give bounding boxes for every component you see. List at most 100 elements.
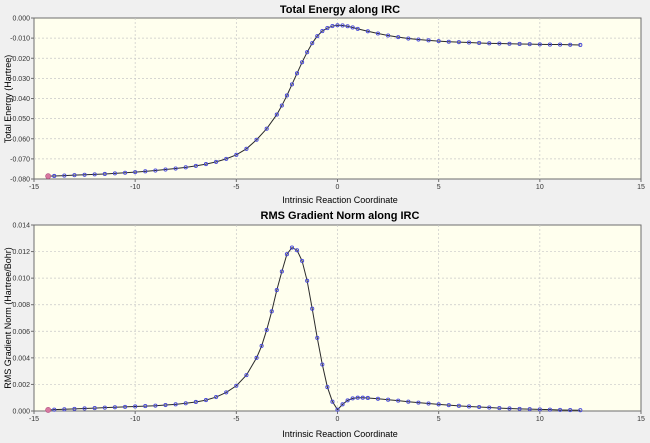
energy-data-point[interactable] — [335, 23, 340, 28]
gradient-data-point[interactable] — [274, 288, 279, 293]
energy-data-point[interactable] — [183, 165, 188, 170]
energy-data-point[interactable] — [350, 25, 355, 30]
gradient-data-point[interactable] — [335, 407, 340, 412]
energy-data-point[interactable] — [507, 41, 512, 46]
gradient-data-point[interactable] — [355, 395, 360, 400]
energy-data-point[interactable] — [375, 31, 381, 36]
gradient-data-point[interactable] — [294, 248, 300, 253]
gradient-data-point[interactable] — [466, 404, 472, 409]
energy-data-point[interactable] — [123, 170, 128, 175]
energy-data-point[interactable] — [214, 159, 219, 164]
energy-data-point[interactable] — [274, 112, 279, 117]
energy-data-point[interactable] — [517, 41, 522, 47]
energy-data-point[interactable] — [568, 42, 573, 47]
energy-data-point[interactable] — [289, 82, 295, 87]
energy-data-point[interactable] — [320, 29, 325, 34]
gradient-data-point[interactable] — [517, 406, 522, 411]
gradient-data-point[interactable] — [112, 405, 117, 410]
gradient-data-point[interactable] — [416, 400, 421, 405]
energy-data-point[interactable] — [92, 172, 97, 177]
gradient-data-point[interactable] — [133, 404, 138, 409]
energy-data-point[interactable] — [456, 40, 461, 45]
energy-data-point[interactable] — [173, 166, 178, 171]
energy-data-point[interactable] — [112, 171, 117, 176]
energy-data-point[interactable] — [345, 24, 350, 29]
energy-data-point[interactable] — [300, 60, 305, 65]
energy-data-point[interactable] — [426, 38, 431, 43]
energy-data-point[interactable] — [163, 167, 168, 172]
energy-data-point[interactable] — [102, 171, 107, 177]
energy-data-point[interactable] — [224, 156, 229, 161]
energy-data-point[interactable] — [279, 103, 284, 108]
gradient-data-point[interactable] — [305, 278, 310, 283]
energy-data-point[interactable] — [203, 162, 209, 167]
gradient-data-point[interactable] — [72, 406, 77, 411]
gradient-data-point[interactable] — [102, 405, 107, 410]
energy-data-point[interactable] — [294, 71, 300, 76]
energy-data-point[interactable] — [62, 173, 67, 178]
energy-data-point[interactable] — [133, 170, 138, 175]
energy-data-point[interactable] — [446, 39, 451, 44]
energy-data-point[interactable] — [325, 26, 330, 31]
gradient-data-point[interactable] — [497, 406, 502, 411]
energy-data-point[interactable] — [365, 29, 370, 34]
energy-data-point[interactable] — [52, 173, 57, 179]
gradient-data-point[interactable] — [300, 258, 305, 263]
gradient-data-point[interactable] — [163, 402, 168, 408]
energy-data-point[interactable] — [72, 173, 77, 178]
energy-data-point[interactable] — [305, 50, 310, 55]
gradient-current-point-marker[interactable] — [45, 407, 52, 413]
gradient-data-point[interactable] — [537, 407, 542, 412]
gradient-data-point[interactable] — [269, 309, 274, 314]
energy-data-point[interactable] — [310, 41, 315, 46]
gradient-data-point[interactable] — [360, 395, 365, 400]
energy-data-point[interactable] — [193, 163, 198, 168]
gradient-data-point[interactable] — [456, 403, 461, 408]
gradient-data-point[interactable] — [289, 245, 295, 250]
gradient-data-point[interactable] — [477, 404, 482, 410]
gradient-data-point[interactable] — [224, 390, 229, 395]
energy-data-point[interactable] — [234, 152, 239, 157]
gradient-data-point[interactable] — [183, 401, 188, 406]
gradient-data-point[interactable] — [143, 404, 148, 409]
energy-data-point[interactable] — [315, 34, 320, 39]
gradient-data-point[interactable] — [284, 252, 289, 257]
energy-data-point[interactable] — [477, 40, 482, 46]
gradient-data-point[interactable] — [365, 395, 370, 401]
gradient-data-point[interactable] — [214, 394, 219, 400]
gradient-data-point[interactable] — [62, 407, 67, 412]
gradient-data-point[interactable] — [507, 406, 512, 411]
energy-data-point[interactable] — [254, 137, 259, 142]
energy-data-point[interactable] — [143, 169, 148, 174]
gradient-data-point[interactable] — [487, 405, 492, 410]
energy-data-point[interactable] — [537, 42, 542, 47]
gradient-data-point[interactable] — [386, 397, 391, 402]
gradient-data-point[interactable] — [426, 401, 431, 406]
energy-current-point-marker[interactable] — [45, 173, 52, 180]
gradient-data-point[interactable] — [193, 399, 198, 405]
energy-data-point[interactable] — [153, 168, 158, 173]
gradient-data-point[interactable] — [244, 373, 249, 378]
gradient-data-point[interactable] — [173, 402, 178, 407]
energy-data-point[interactable] — [527, 42, 532, 47]
gradient-data-point[interactable] — [446, 403, 451, 408]
energy-data-point[interactable] — [264, 126, 269, 131]
gradient-data-point[interactable] — [340, 402, 345, 407]
energy-data-point[interactable] — [330, 23, 335, 29]
gradient-data-point[interactable] — [436, 402, 441, 407]
energy-data-point[interactable] — [466, 40, 472, 45]
gradient-data-point[interactable] — [279, 269, 284, 274]
energy-data-point[interactable] — [558, 42, 563, 47]
gradient-data-point[interactable] — [153, 403, 158, 408]
gradient-data-point[interactable] — [82, 406, 87, 411]
gradient-data-point[interactable] — [345, 398, 350, 403]
gradient-data-point[interactable] — [578, 408, 583, 413]
energy-data-point[interactable] — [578, 42, 583, 48]
gradient-data-point[interactable] — [92, 406, 97, 411]
gradient-data-point[interactable] — [123, 404, 128, 409]
gradient-data-point[interactable] — [310, 306, 315, 311]
energy-data-point[interactable] — [386, 33, 391, 38]
gradient-data-point[interactable] — [264, 327, 269, 333]
gradient-data-point[interactable] — [52, 407, 57, 412]
gradient-data-point[interactable] — [375, 396, 381, 401]
